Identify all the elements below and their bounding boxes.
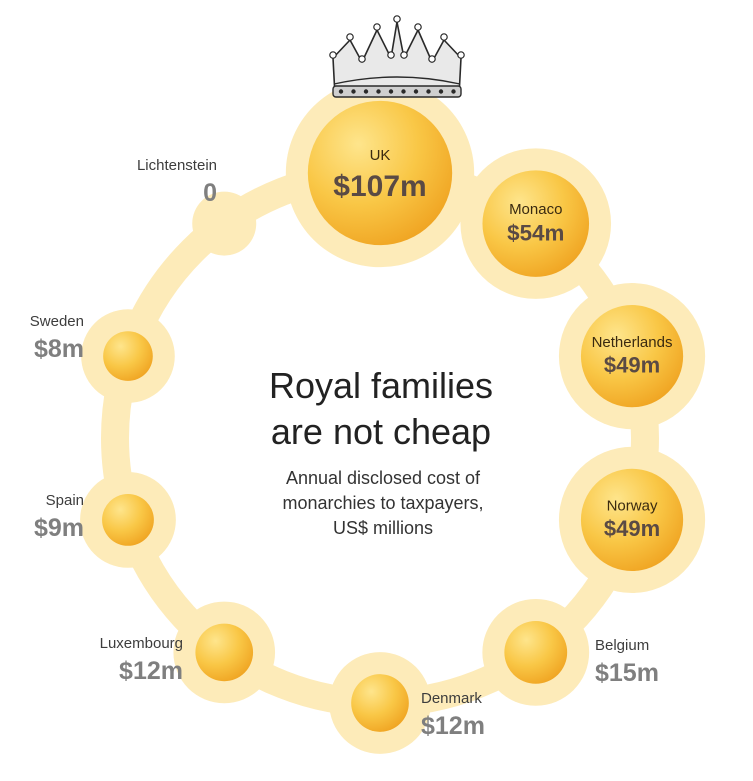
value-label-uk: $107m — [333, 170, 426, 203]
title-block: Royal families are not cheap Annual disclo… — [269, 365, 493, 538]
crown-pearl — [346, 33, 354, 41]
crown-pearl — [358, 55, 366, 63]
crown-icon — [329, 15, 465, 98]
crown-pearl — [400, 51, 408, 59]
country-label-spain: Spain — [46, 492, 84, 509]
crown-pearl — [387, 51, 395, 59]
country-label-belgium: Belgium — [595, 637, 649, 654]
value-label-sweden: $8m — [34, 335, 84, 363]
chart-subtitle-line: Annual disclosed cost of — [286, 468, 481, 488]
country-label-monaco: Monaco — [509, 201, 562, 218]
bubble-netherlands — [580, 305, 684, 408]
bubble-sweden — [103, 331, 153, 381]
crown-base — [332, 85, 462, 98]
bubble-layer — [102, 100, 684, 732]
value-label-denmark: $12m — [421, 712, 485, 740]
crown-gem — [426, 89, 431, 94]
bubble-spain — [102, 493, 154, 546]
crown-pearl — [414, 23, 422, 31]
value-label-norway: $49m — [604, 516, 660, 541]
value-label-spain: $9m — [34, 514, 84, 542]
crown-gem — [388, 89, 394, 94]
connector-lichtenstein — [192, 191, 257, 256]
country-label-norway: Norway — [607, 498, 658, 515]
chart-title-line: Royal families — [269, 365, 493, 406]
chart-title-line: are not cheap — [271, 411, 491, 452]
bubble-denmark — [351, 674, 409, 732]
crown-pearl — [457, 51, 465, 59]
bubble-luxembourg — [195, 623, 254, 682]
crown-pearl — [373, 23, 381, 31]
country-label-denmark: Denmark — [421, 690, 482, 707]
chart-subtitle-line: monarchies to taxpayers, — [282, 493, 483, 513]
crown-pearl — [393, 15, 401, 23]
crown-pearl — [428, 55, 436, 63]
crown-band-line — [333, 76, 461, 85]
country-label-netherlands: Netherlands — [592, 334, 673, 351]
bubble-norway — [580, 468, 684, 571]
crown-gem — [338, 89, 344, 94]
value-label-belgium: $15m — [595, 659, 659, 687]
bubble-uk — [307, 100, 453, 246]
value-label-netherlands: $49m — [604, 352, 660, 377]
crown-gem — [451, 89, 456, 94]
crown-pearl — [440, 33, 448, 41]
crown-body — [332, 21, 462, 97]
value-label-monaco: $54m — [507, 221, 564, 246]
value-label-lichtenstein: 0 — [203, 179, 217, 207]
value-label-luxembourg: $12m — [119, 657, 183, 685]
label-layer: UK$107mMonaco$54mNetherlands$49mNorway$4… — [30, 147, 673, 740]
crown-pearl — [329, 51, 337, 59]
crown-gem — [413, 89, 419, 94]
bubble-monaco — [482, 170, 590, 277]
crown-gem — [351, 89, 356, 94]
chart-subtitle-line: US$ millions — [333, 518, 433, 538]
country-label-luxembourg: Luxembourg — [100, 635, 183, 652]
country-label-sweden: Sweden — [30, 313, 84, 330]
crown-gem — [438, 89, 444, 94]
crown-gem — [376, 89, 381, 94]
country-label-uk: UK — [370, 147, 391, 164]
crown-gem — [401, 89, 406, 94]
country-label-lichtenstein: Lichtenstein — [137, 157, 217, 174]
crown-gem — [363, 89, 369, 94]
bubble-belgium — [504, 620, 568, 684]
